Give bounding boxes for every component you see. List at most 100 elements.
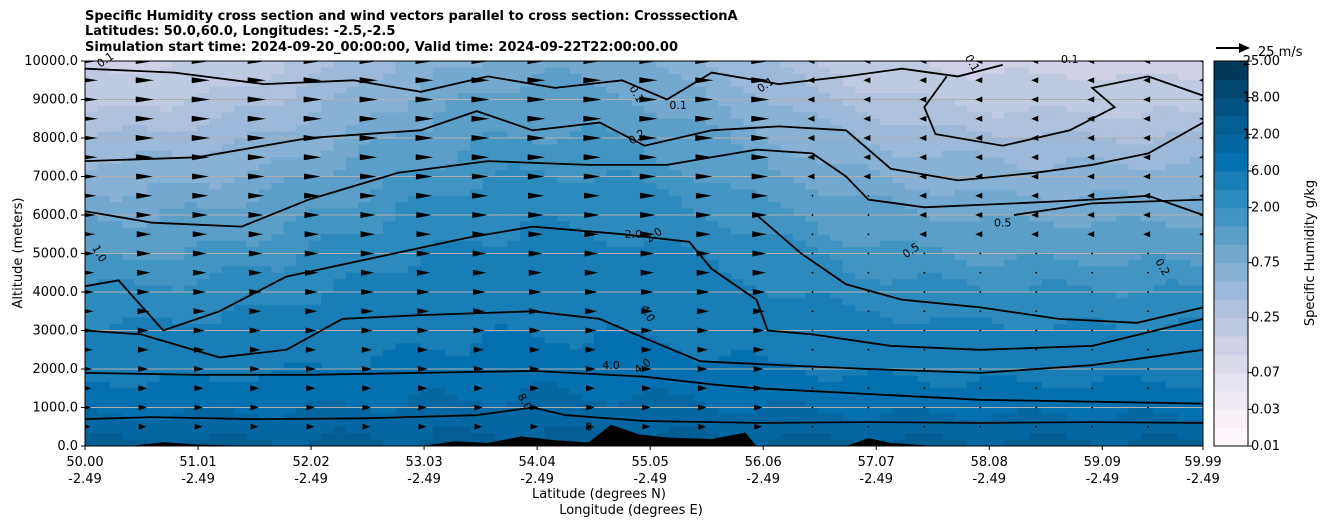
humidity-cell: [1066, 311, 1080, 319]
humidity-cell: [494, 105, 508, 113]
humidity-cell: [656, 413, 670, 421]
humidity-cell: [1029, 118, 1043, 126]
humidity-cell: [358, 356, 372, 364]
humidity-cell: [904, 221, 918, 229]
humidity-cell: [445, 298, 459, 306]
humidity-cell: [1066, 388, 1080, 396]
humidity-cell: [494, 176, 508, 184]
humidity-cell: [830, 279, 844, 287]
humidity-cell: [234, 433, 248, 441]
humidity-cell: [97, 227, 111, 235]
humidity-cell: [569, 336, 583, 344]
humidity-cell: [867, 388, 881, 396]
humidity-cell: [855, 182, 869, 190]
humidity-cell: [892, 253, 906, 261]
humidity-cell: [681, 343, 695, 351]
humidity-cell: [221, 413, 235, 421]
humidity-cell: [221, 292, 235, 300]
humidity-cell: [308, 182, 322, 190]
humidity-cell: [1103, 93, 1117, 101]
humidity-cell: [755, 407, 769, 415]
humidity-cell: [557, 150, 571, 158]
humidity-cell: [482, 182, 496, 190]
humidity-cell: [954, 343, 968, 351]
humidity-cell: [842, 375, 856, 383]
humidity-cell: [345, 266, 359, 274]
humidity-cell: [122, 112, 136, 120]
humidity-cell: [706, 61, 720, 69]
humidity-cell: [569, 279, 583, 287]
humidity-cell: [892, 150, 906, 158]
humidity-cell: [1004, 227, 1018, 235]
humidity-cell: [817, 317, 831, 325]
humidity-cell: [258, 86, 272, 94]
humidity-cell: [842, 394, 856, 402]
humidity-cell: [97, 413, 111, 421]
humidity-cell: [519, 144, 533, 152]
humidity-cell: [718, 170, 732, 178]
humidity-cell: [1004, 215, 1018, 223]
humidity-cell: [817, 426, 831, 434]
humidity-cell: [308, 131, 322, 139]
humidity-cell: [159, 221, 173, 229]
humidity-cell: [619, 170, 633, 178]
humidity-cell: [842, 349, 856, 357]
humidity-cell: [631, 369, 645, 377]
humidity-cell: [184, 234, 198, 242]
humidity-cell: [842, 381, 856, 389]
humidity-cell: [855, 163, 869, 171]
humidity-cell: [966, 80, 980, 88]
humidity-cell: [842, 99, 856, 107]
humidity-cell: [420, 227, 434, 235]
humidity-cell: [892, 279, 906, 287]
humidity-cell: [1078, 131, 1092, 139]
humidity-cell: [842, 407, 856, 415]
humidity-cell: [296, 439, 310, 446]
humidity-cell: [644, 67, 658, 75]
humidity-cell: [147, 426, 161, 434]
humidity-cell: [1041, 349, 1055, 357]
humidity-cell: [271, 247, 285, 255]
humidity-cell: [1103, 336, 1117, 344]
humidity-cell: [668, 240, 682, 248]
humidity-cell: [184, 324, 198, 332]
humidity-cell: [1029, 394, 1043, 402]
humidity-cell: [743, 375, 757, 383]
humidity-cell: [209, 330, 223, 338]
humidity-cell: [507, 99, 521, 107]
humidity-cell: [1053, 99, 1067, 107]
humidity-cell: [1041, 189, 1055, 197]
humidity-cell: [569, 394, 583, 402]
humidity-cell: [929, 202, 943, 210]
humidity-cell: [532, 349, 546, 357]
humidity-cell: [184, 369, 198, 377]
humidity-cell: [159, 272, 173, 280]
humidity-cell: [842, 324, 856, 332]
humidity-cell: [1041, 86, 1055, 94]
humidity-cell: [693, 304, 707, 312]
humidity-cell: [159, 163, 173, 171]
humidity-cell: [159, 375, 173, 383]
humidity-cell: [109, 304, 123, 312]
humidity-cell: [171, 234, 185, 242]
humidity-cell: [793, 86, 807, 94]
humidity-cell: [283, 208, 297, 216]
humidity-cell: [544, 195, 558, 203]
humidity-cell: [954, 433, 968, 441]
humidity-cell: [830, 208, 844, 216]
humidity-cell: [830, 253, 844, 261]
humidity-cell: [768, 439, 782, 446]
humidity-cell: [855, 234, 869, 242]
humidity-cell: [1066, 439, 1080, 446]
humidity-cell: [966, 298, 980, 306]
humidity-cell: [1004, 163, 1018, 171]
humidity-cell: [842, 433, 856, 441]
humidity-cell: [706, 407, 720, 415]
humidity-cell: [780, 99, 794, 107]
humidity-cell: [432, 292, 446, 300]
humidity-cell: [234, 138, 248, 146]
humidity-cell: [606, 336, 620, 344]
humidity-cell: [246, 247, 260, 255]
humidity-cell: [892, 330, 906, 338]
humidity-cell: [283, 298, 297, 306]
